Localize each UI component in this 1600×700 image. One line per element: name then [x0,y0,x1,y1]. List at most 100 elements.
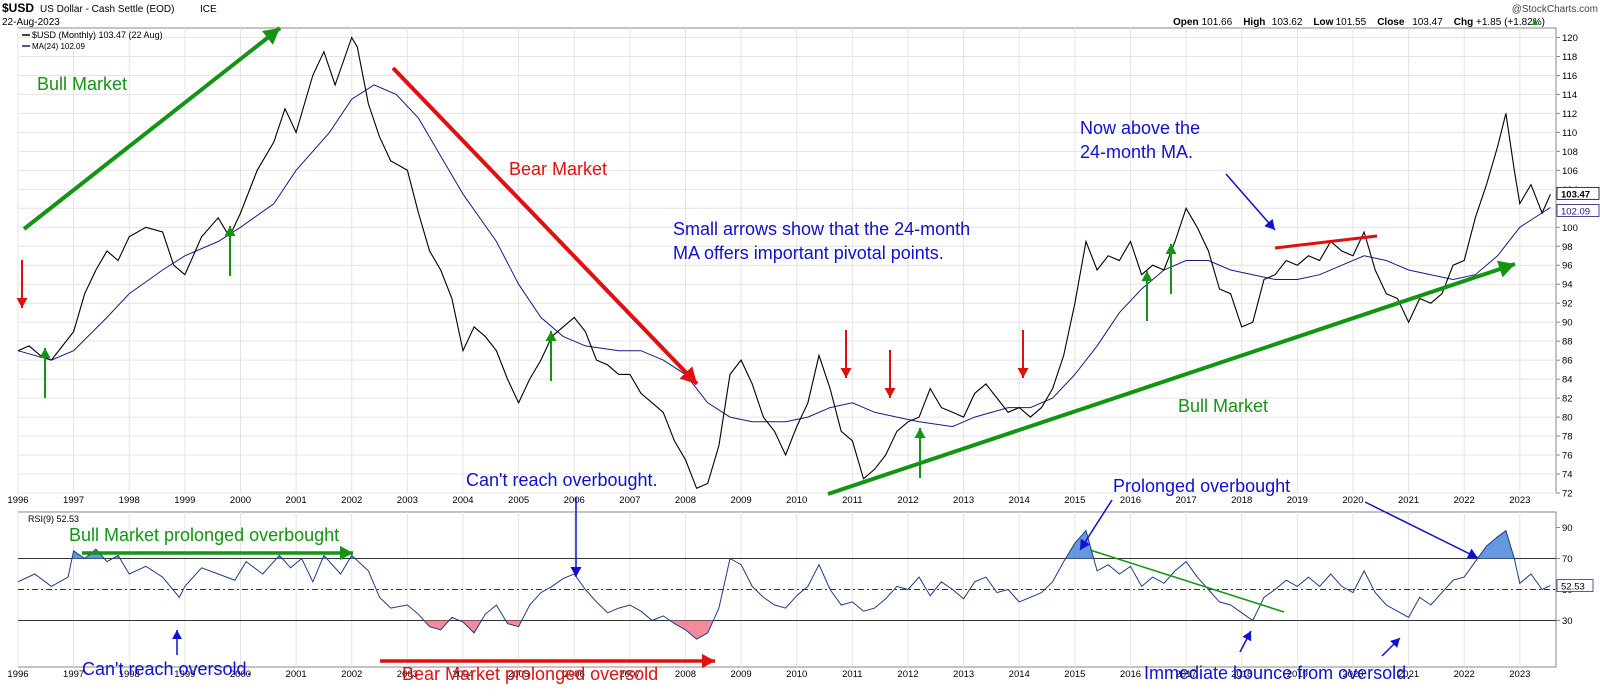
prolonged-overbought-note: Prolonged overbought [1113,476,1290,496]
price-x-tick-label: 2008 [675,495,696,506]
price-lines [17,36,1551,490]
bull-overbought-duration-arrow-head [340,545,353,561]
price-x-tick-label: 2019 [1287,495,1308,506]
price-x-tick-label: 1997 [63,495,84,506]
rsi-x-tick-label: 2019 [1287,669,1308,680]
price-x-tick-label: 2018 [1231,495,1252,506]
rsi-y-tick-label: 30 [1562,616,1573,627]
rsi-overbought-fill [276,555,283,559]
rsi-lines [17,529,1551,640]
pivot-up-arrow-6-head [1165,244,1177,254]
price-panel: 7274767880828486889092949698100102104106… [7,27,1600,506]
price-x-tick-label: 2007 [619,495,640,506]
price-x-tick-label: 2009 [731,495,752,506]
annotation-texts: Bull Market Bear Market Small arrows sho… [37,74,1411,684]
now-above-note-line2: 24-month MA. [1080,142,1193,162]
price-y-tick-label: 76 [1562,451,1573,462]
pivot-up-arrow-4-head [914,428,926,438]
chart-header: $USD US Dollar - Cash Settle (EOD) ICE 2… [2,1,1598,28]
rsi-y-tick-label: 90 [1562,523,1573,534]
price-last-value-labels: 103.47 102.09 [1556,186,1600,217]
watermark: @StockCharts.com [1512,4,1598,15]
rsi-oversold-fill [669,620,714,640]
ohlc-label: Chg [1454,17,1473,28]
change-up-icon: ▲ [1530,17,1540,28]
now-above-pointer [1225,173,1276,231]
ohlc-readout: Open 101.66 High 103.62 Low 101.55 Close 103.47… [1173,17,1545,28]
price-x-tick-label: 1999 [174,495,195,506]
price-x-tick-label: 1998 [119,495,140,506]
prolonged-overbought-pointer-2 [1364,501,1479,559]
cant-oversold-pointer-head [172,630,182,639]
rsi-x-tick-label: 2008 [675,669,696,680]
rsi-x-tick-label: 2006 [564,669,585,680]
ohlc-label: Low [1313,17,1333,28]
rsi-x-axis: 1996 1997 1998 1999 2000 2001 2002 2003 2004 2005… [7,669,1530,680]
price-legend: $USD (Monthly) 103.47 (22 Aug) MA(24) 10… [22,30,163,51]
rsi-x-tick-label: 2023 [1509,669,1530,680]
price-y-tick-label: 96 [1562,261,1573,272]
cant-reach-oversold-note: Can't reach oversold. [82,659,252,679]
rsi-x-tick-label: 2018 [1231,669,1252,680]
rsi-x-tick-label: 2015 [1064,669,1085,680]
price-x-tick-label: 2003 [397,495,418,506]
ohlc-label: Open [1173,17,1199,28]
price-y-tick-label: 92 [1562,299,1573,310]
price-x-tick-label: 1996 [7,495,28,506]
rsi-x-tick-label: 2001 [286,669,307,680]
bull-trend-arrow-1 [22,26,282,231]
price-y-tick-label: 106 [1562,166,1578,177]
rsi-downtrend-line [1089,549,1285,613]
price-x-tick-label: 2010 [786,495,807,506]
exchange-label: ICE [200,4,217,15]
rsi-x-tick-label: 2002 [341,669,362,680]
price-y-tick-label: 82 [1562,394,1573,405]
price-y-tick-label: 78 [1562,432,1573,443]
price-y-tick-label: 80 [1562,413,1573,424]
bull-trend-arrow-2-head [1497,260,1515,278]
rsi-overbought-fill [1477,530,1515,559]
rsi-x-tick-label: 2013 [953,669,974,680]
rsi-overbought-fill [1065,530,1094,559]
rsi-x-tick-label: 1998 [119,669,140,680]
price-y-tick-label: 100 [1562,223,1578,234]
pivot-down-arrow-3-head [884,388,896,398]
rsi-x-tick-label: 2012 [897,669,918,680]
price-x-tick-label: 2001 [286,495,307,506]
last-price-label: 103.47 [1561,189,1590,200]
price-x-tick-label: 2000 [230,495,251,506]
price-x-axis: 1996 1997 1998 1999 2000 2001 2002 2003 2004 2005… [7,495,1530,506]
rsi-x-tick-label: 1999 [174,669,195,680]
price-x-tick-label: 2006 [564,495,585,506]
cant-reach-overbought-note: Can't reach overbought. [466,470,658,490]
bull-trend-arrow-1-head [261,28,280,45]
ohlc-value: 101.55 [1336,17,1367,28]
rsi-x-tick-label: 1997 [63,669,84,680]
bear-prolonged-oversold-note: Bear Market prolonged oversold [402,664,658,684]
rsi-x-tick-label: 2004 [452,669,473,680]
rsi-y-tick-label: 70 [1562,554,1573,565]
pivot-up-arrow-5-head [1141,271,1153,281]
price-x-tick-label: 2012 [897,495,918,506]
price-y-tick-label: 94 [1562,280,1573,291]
price-line [17,36,1551,490]
price-y-tick-label: 74 [1562,470,1573,481]
rsi-grid [17,512,1556,667]
rsi-x-tick-label: 1996 [7,669,28,680]
rsi-x-tick-label: 2017 [1176,669,1197,680]
price-y-tick-label: 108 [1562,147,1578,158]
rsi-oversold-fill [424,620,450,630]
pivot-up-arrow-1-head [39,348,51,358]
rsi-x-tick-label: 2005 [508,669,529,680]
bull-prolonged-overbought-note: Bull Market prolonged overbought [69,525,339,545]
annotation-arrows [16,26,1516,669]
rsi-last-value-text: 52.53 [1561,582,1585,593]
ohlc-value: 101.66 [1202,17,1233,28]
price-y-tick-label: 84 [1562,375,1573,386]
prolonged-overbought-pointer-1-head [1080,538,1091,550]
bull-trend-arrow-2 [827,262,1516,496]
price-x-tick-label: 2023 [1509,495,1530,506]
price-legend-label: $USD (Monthly) 103.47 (22 Aug) [32,30,163,40]
ma24-line [17,84,1551,428]
